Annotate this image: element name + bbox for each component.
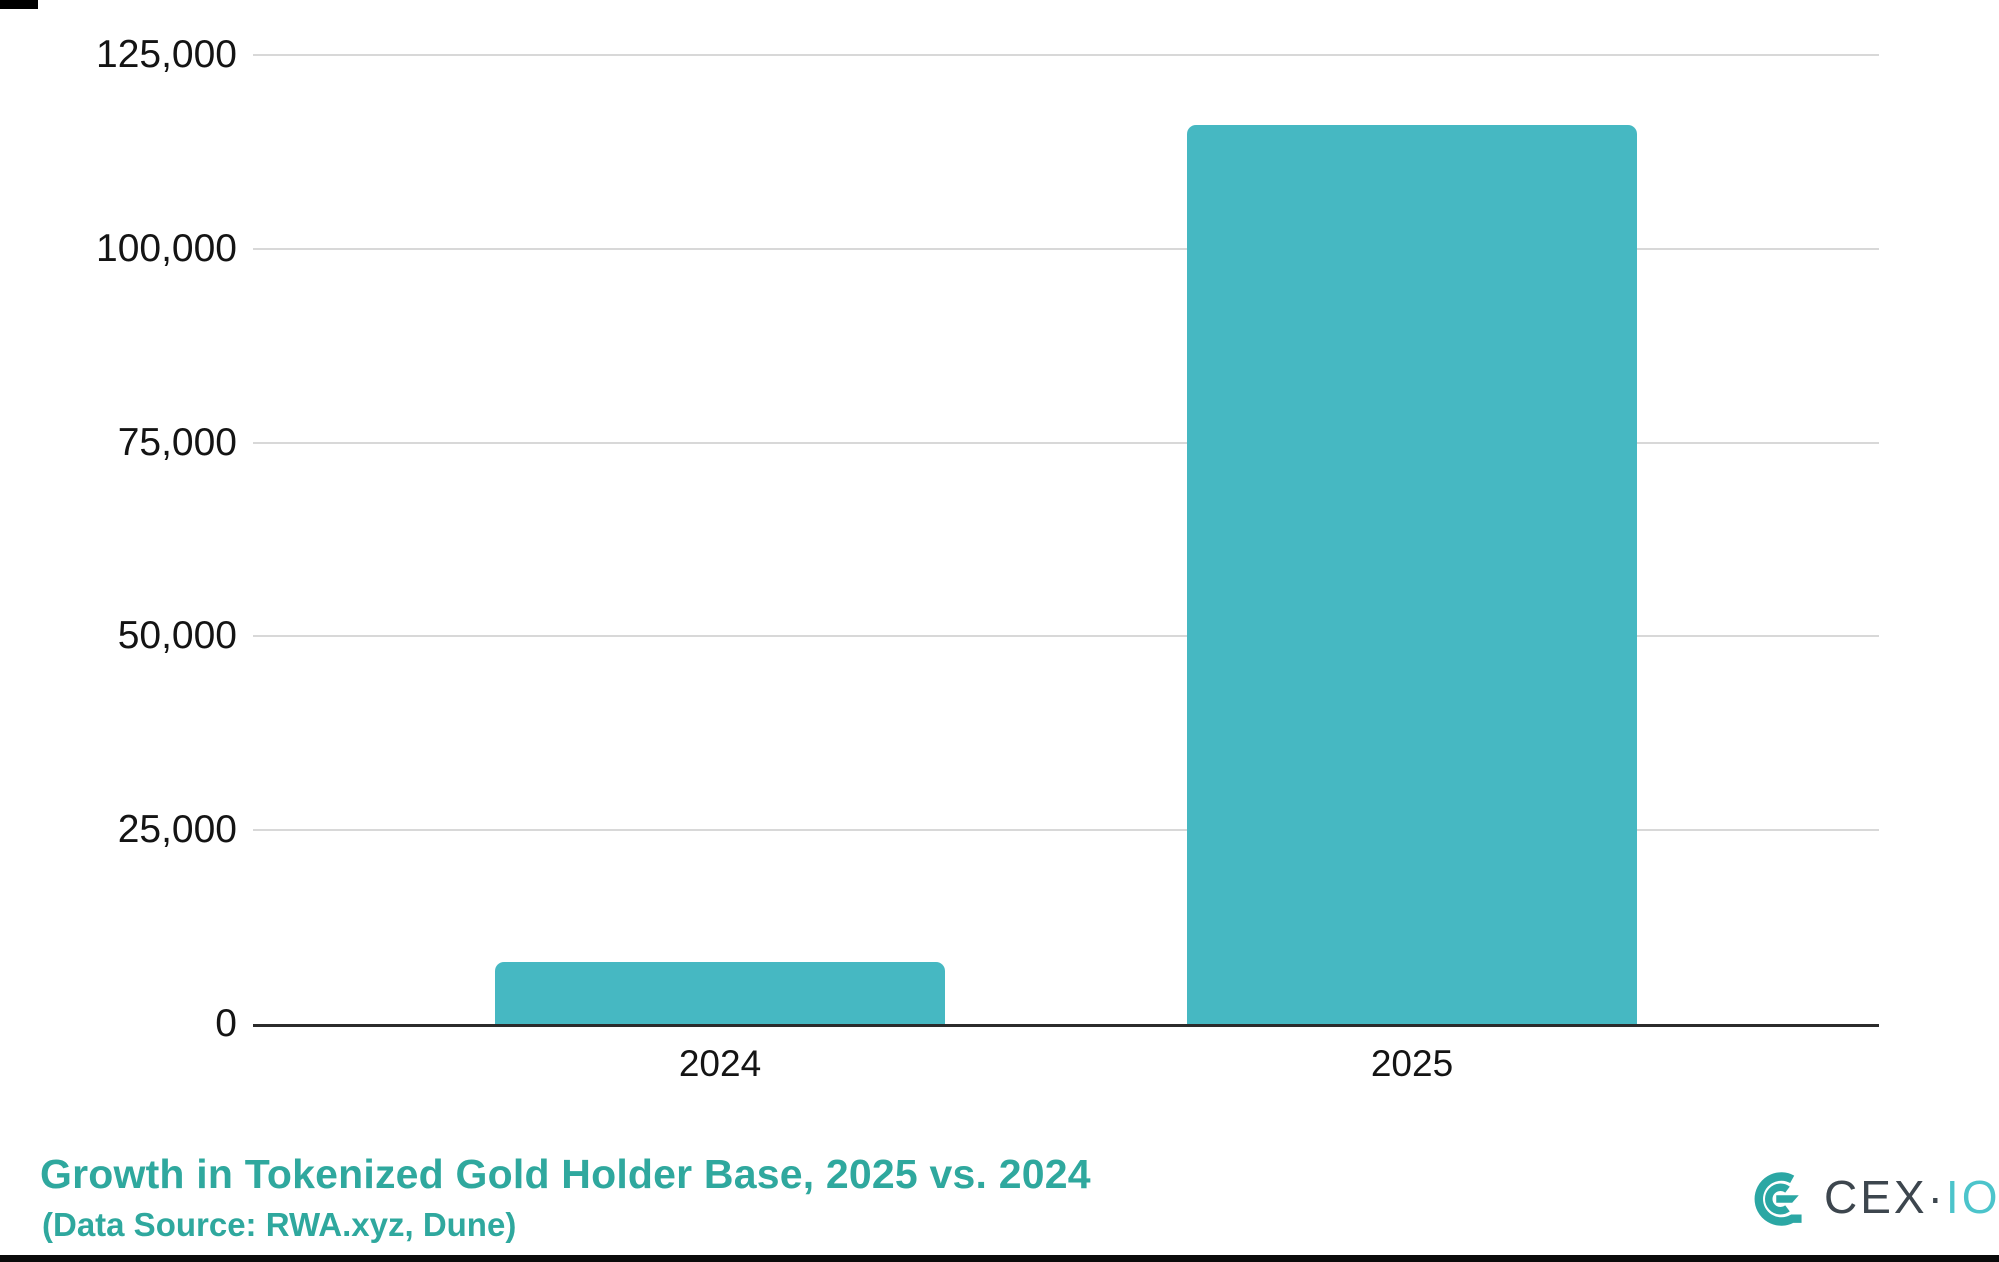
gridline-y-50000 [253, 635, 1879, 638]
chart-subtitle: (Data Source: RWA.xyz, Dune) [42, 1206, 517, 1243]
x-axis-label-2025: 2025 [1370, 1043, 1454, 1084]
gridline-y-100000 [253, 247, 1879, 250]
chart-title: Growth in Tokenized Gold Holder Base, 20… [40, 1151, 1091, 1197]
cexio-logo: CEX·IO [1750, 1168, 1999, 1230]
y-axis-tick-label: 125,000 [96, 33, 237, 76]
y-axis-tick-label: 100,000 [96, 226, 237, 270]
x-axis-line [253, 1024, 1879, 1027]
bar-2025[interactable] [1187, 124, 1637, 1024]
gridline-y-75000 [253, 441, 1879, 444]
y-axis-tick-label: 50,000 [117, 614, 237, 658]
logo-text-io: IO [1945, 1171, 1999, 1223]
gridline-y-125000 [253, 54, 1879, 56]
screen-edge-artifact-bottom [0, 1255, 1999, 1262]
y-axis-tick-label: 25,000 [117, 808, 237, 852]
y-axis-tick-label: 75,000 [117, 420, 237, 464]
cexio-logo-text: CEX·IO [1824, 1174, 1999, 1224]
y-axis-tick-label: 0 [215, 1002, 237, 1045]
cexio-monogram-icon [1754, 1172, 1802, 1226]
x-axis-label-2024: 2024 [678, 1043, 762, 1084]
logo-text-cex: CEX [1824, 1171, 1928, 1223]
screen-edge-artifact-top [0, 0, 38, 9]
gridline-y-25000 [253, 829, 1879, 832]
bar-2024[interactable] [495, 961, 945, 1024]
logo-separator-dot: · [1927, 1171, 1946, 1223]
